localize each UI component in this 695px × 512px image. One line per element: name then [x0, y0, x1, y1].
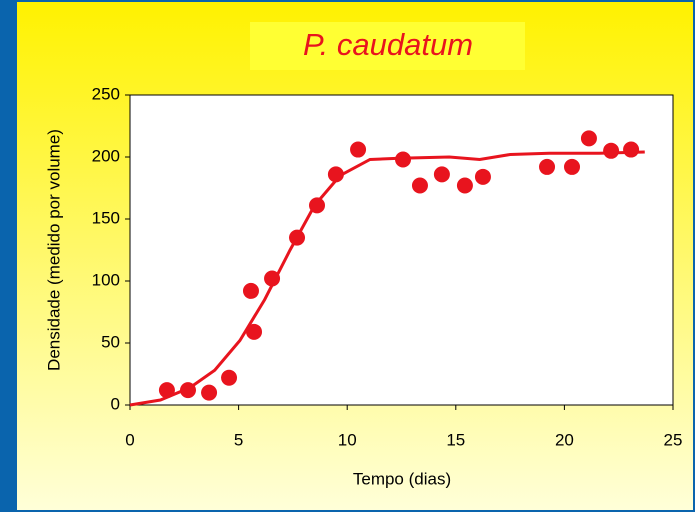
- data-point: [179, 382, 196, 399]
- y-tick-label: 250: [92, 84, 120, 103]
- data-point: [539, 158, 556, 175]
- data-point: [564, 158, 581, 175]
- data-point: [395, 151, 412, 168]
- data-point: [474, 168, 491, 185]
- title-box: [250, 22, 525, 70]
- y-tick-label: 50: [101, 332, 120, 351]
- chart-title: P. caudatum: [303, 27, 473, 62]
- data-point: [246, 323, 263, 340]
- data-point: [242, 282, 259, 299]
- data-point: [456, 177, 473, 194]
- data-point: [580, 130, 597, 147]
- x-tick-label: 10: [338, 430, 357, 449]
- data-point: [327, 166, 344, 183]
- y-tick-label: 200: [92, 146, 120, 165]
- y-tick-label: 150: [92, 208, 120, 227]
- x-tick-label: 5: [234, 430, 243, 449]
- data-point: [350, 141, 367, 158]
- y-tick-label: 0: [111, 394, 120, 413]
- data-point: [433, 166, 450, 183]
- data-point: [603, 142, 620, 159]
- x-tick-label: 15: [446, 430, 465, 449]
- data-point: [201, 384, 218, 401]
- data-point: [309, 197, 326, 214]
- x-tick-label: 20: [555, 430, 574, 449]
- data-point: [221, 369, 238, 386]
- x-axis-label: Tempo (dias): [353, 469, 451, 488]
- y-tick-label: 100: [92, 270, 120, 289]
- data-point: [623, 141, 640, 158]
- plot-area: [129, 94, 674, 406]
- data-point: [289, 229, 306, 246]
- data-point: [411, 177, 428, 194]
- x-tick-label: 25: [664, 430, 683, 449]
- x-tick-label: 0: [125, 430, 134, 449]
- data-point: [158, 382, 175, 399]
- y-axis-label: Densidade (medido por volume): [44, 129, 63, 371]
- data-point: [264, 270, 281, 287]
